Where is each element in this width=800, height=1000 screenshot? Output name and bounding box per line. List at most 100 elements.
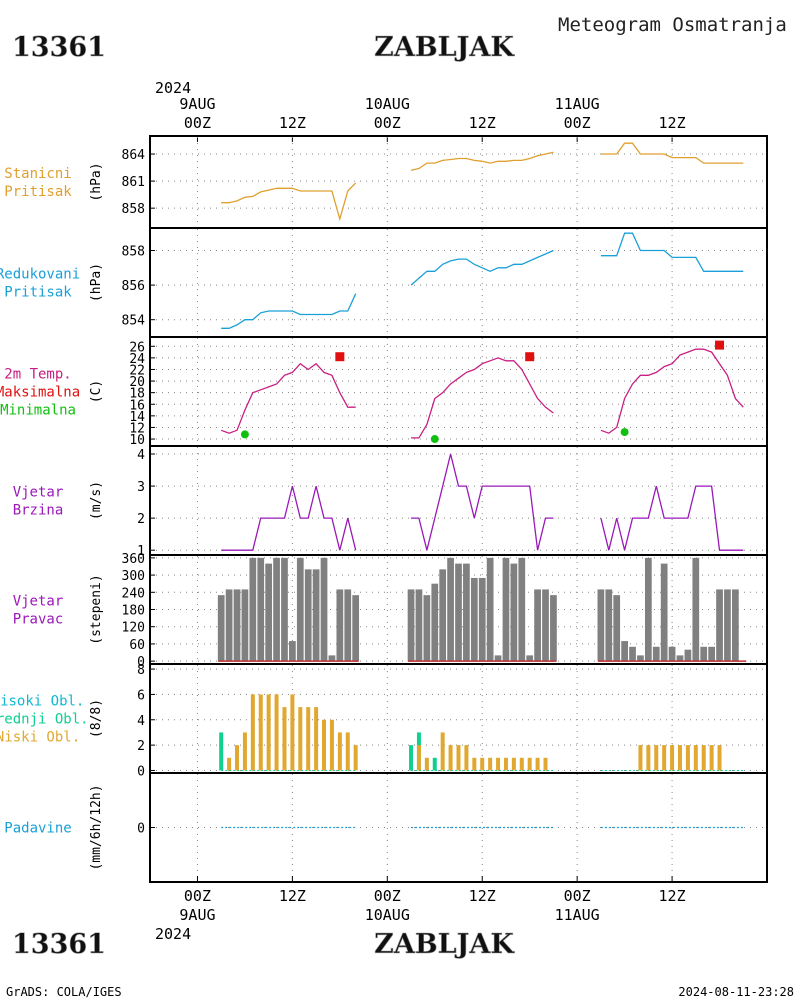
time-label-bottom: 12Z [469, 887, 496, 905]
wind-direction-bar [336, 589, 344, 662]
series-line [600, 348, 744, 434]
cloud-bar [543, 757, 548, 771]
wind-direction-bar [526, 655, 534, 662]
cloud-bar [353, 745, 358, 771]
panel-label: Brzina [13, 503, 64, 519]
y-tick-label: 22 [129, 363, 145, 378]
wind-direction-bar [225, 589, 233, 662]
wind-direction-bar [470, 577, 478, 662]
station-id-bottom: 13361 [12, 929, 106, 960]
y-axis-label: (m/s) [89, 481, 104, 520]
cloud-bar [242, 732, 247, 771]
wind-direction-bar [312, 569, 320, 662]
cloud-bar [677, 745, 682, 771]
wind-direction-bar [534, 589, 541, 662]
y-tick-label: 861 [122, 175, 145, 190]
panel-label: Pritisak [4, 184, 72, 200]
cloud-bar [345, 732, 350, 771]
wind-direction-bar [304, 569, 312, 662]
cloud-bar [322, 719, 327, 771]
cloud-bar [424, 757, 429, 771]
wind-direction-bar [273, 557, 280, 662]
wind-direction-bar [637, 655, 644, 662]
panel-label: Maksimalna [0, 385, 80, 401]
cloud-bar [235, 745, 240, 771]
cloud-bar [456, 745, 461, 771]
date-label-top: 10AUG [365, 95, 410, 113]
series-line [221, 293, 357, 329]
y-tick-label: 2 [137, 739, 145, 754]
date-label-top: 11AUG [555, 95, 600, 113]
min-temp-marker [430, 435, 439, 444]
wind-direction-bar [716, 589, 723, 662]
panel-wind_speed: 1 2 3 4 (m/s) Vjetar Brzina [13, 445, 767, 559]
cloud-bar [440, 732, 445, 771]
panel-label: Vjetar [13, 594, 64, 610]
wind-direction-bar [692, 557, 700, 662]
y-tick-label: 60 [129, 638, 145, 653]
cloud-bar [227, 757, 232, 771]
time-label-top: 00Z [564, 114, 591, 132]
series-line [410, 151, 554, 171]
cloud-bar [464, 745, 469, 771]
wind-direction-bar [217, 595, 225, 662]
y-axis-label: (8/8) [89, 699, 104, 738]
cloud-bar [298, 707, 303, 771]
cloud-bar [693, 745, 698, 771]
time-label-top: 00Z [374, 114, 401, 132]
cloud-bar [329, 719, 334, 771]
y-tick-label: 18 [129, 387, 145, 402]
panel-sea_level_pressure: 854 856 858 (hPa) Redukovani Pritisak [0, 227, 767, 336]
y-tick-label: 10 [129, 433, 145, 448]
station-name-top: ZABLJAK [374, 32, 515, 63]
y-tick-label: 24 [129, 352, 145, 367]
cloud-bar [662, 745, 667, 771]
wind-direction-bar [241, 589, 249, 662]
series-line [410, 249, 554, 286]
y-tick-label: 12 [129, 421, 145, 436]
cloud-bar [409, 745, 414, 771]
wind-direction-bar [486, 557, 494, 662]
panel-label: Stanicni [4, 166, 71, 182]
wind-direction-bar [613, 595, 621, 662]
cloud-bar [709, 745, 714, 771]
time-label-bottom: 00Z [564, 887, 591, 905]
time-label-bottom: 12Z [279, 887, 306, 905]
cloud-bar [511, 757, 516, 771]
y-tick-label: 858 [122, 202, 145, 217]
time-label-top: 12Z [659, 114, 686, 132]
time-label-bottom: 12Z [659, 887, 686, 905]
generation-timestamp: 2024-08-11-23:28 [678, 985, 794, 999]
wind-direction-bar [344, 589, 352, 662]
series-line [220, 362, 356, 434]
cloud-bar [290, 694, 295, 771]
wind-direction-bar [439, 569, 447, 662]
wind-direction-bar [478, 577, 486, 662]
cloud-bar [416, 745, 421, 771]
cloud-bar [701, 745, 706, 771]
date-label-top: 9AUG [179, 95, 215, 113]
station-id-top: 13361 [12, 32, 106, 63]
panel-label: Vjetar [13, 485, 64, 501]
series-line [600, 485, 744, 551]
wind-direction-bar [494, 655, 502, 662]
y-tick-label: 26 [129, 340, 145, 355]
wind-direction-bar [431, 583, 439, 662]
series-line [600, 232, 744, 272]
cloud-bar [717, 745, 722, 771]
wind-direction-bar [352, 595, 360, 662]
wind-direction-bar [265, 563, 273, 662]
cloud-bar [503, 757, 508, 771]
cloud-bar [527, 757, 532, 771]
cloud-bar [219, 732, 224, 771]
meteogram-subtitle: Meteogram Osmatranja [558, 14, 787, 36]
y-tick-label: 3 [137, 480, 145, 495]
time-label-top: 00Z [184, 114, 211, 132]
panel-label: Pritisak [4, 285, 72, 301]
wind-direction-bar [676, 655, 684, 662]
y-axis-label: (mm/6h/12h) [89, 784, 104, 870]
wind-direction-bar [644, 557, 652, 662]
y-tick-label: 856 [122, 279, 145, 294]
panel-precipitation: 0 (mm/6h/12h) Padavine [4, 772, 767, 881]
